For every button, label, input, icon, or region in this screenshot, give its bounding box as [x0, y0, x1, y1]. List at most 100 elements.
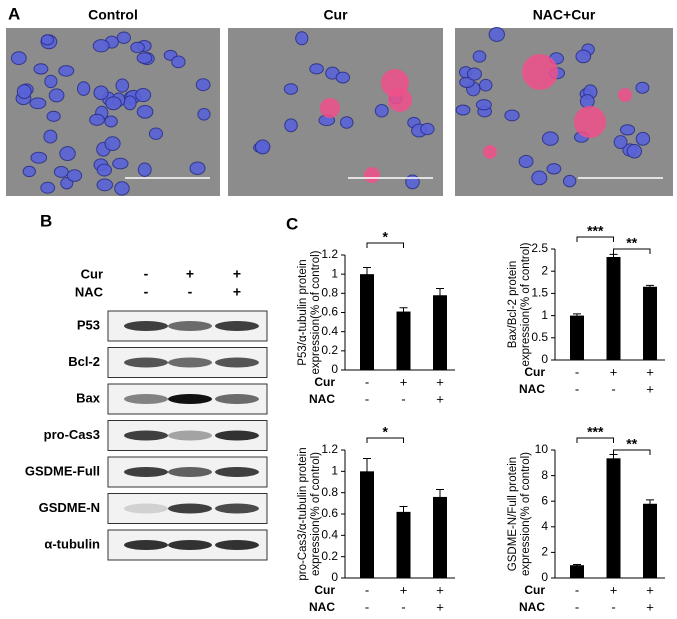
nucleus	[137, 162, 152, 177]
error-bar	[573, 313, 581, 318]
y-tick-label: 1	[331, 266, 338, 280]
y-axis-label: expression(% of control)	[310, 452, 322, 576]
nucleus	[46, 110, 61, 122]
blot-band	[168, 357, 212, 368]
band-label: Bax	[76, 390, 101, 405]
pink-cell	[618, 88, 632, 102]
nucleus	[104, 136, 121, 151]
y-tick-label: 4	[541, 519, 548, 533]
error-bar	[436, 288, 444, 302]
y-tick-label: 10	[535, 442, 549, 456]
nucleus	[114, 181, 130, 196]
nucleus	[579, 94, 595, 109]
nucleus	[53, 165, 69, 178]
nucleus	[136, 104, 154, 119]
micrograph	[6, 28, 220, 196]
treatment-sign: +	[186, 266, 194, 282]
blot-band	[215, 430, 259, 441]
treatment-sign: +	[646, 381, 654, 396]
y-tick-label: 0	[331, 362, 338, 376]
panel-label: C	[286, 214, 298, 233]
treatment-label: NAC	[519, 382, 545, 396]
blot-band	[168, 503, 212, 514]
nucleus	[43, 129, 58, 144]
nucleus	[562, 174, 577, 188]
error-bar	[573, 564, 581, 566]
significance-label: *	[383, 229, 389, 245]
image-title: Cur	[323, 7, 348, 23]
nucleus	[504, 109, 520, 122]
nucleus	[89, 113, 105, 126]
nucleus	[33, 63, 49, 75]
bar	[360, 471, 374, 578]
bar	[433, 496, 447, 578]
treatment-label: NAC	[309, 392, 335, 406]
nucleus	[93, 85, 109, 101]
panel-label: B	[40, 211, 52, 230]
y-tick-label: 1	[331, 464, 338, 478]
treatment-label: NAC	[309, 600, 335, 614]
nucleus	[619, 124, 636, 136]
nucleus	[10, 51, 27, 65]
nucleus	[488, 26, 505, 42]
y-axis-label: P53/α-tubulin protein	[297, 259, 309, 365]
treatment-sign: -	[401, 599, 405, 614]
panel-label: A	[8, 4, 20, 23]
nucleus	[92, 39, 110, 53]
nucleus	[405, 174, 420, 190]
treatment-sign: +	[400, 582, 408, 597]
nucleus	[546, 163, 562, 175]
nucleus	[58, 65, 75, 77]
pink-cell	[574, 106, 606, 138]
treatment-sign: +	[436, 582, 444, 597]
pink-cell	[320, 98, 340, 118]
band-label: pro-Cas3	[44, 427, 100, 442]
nucleus	[16, 84, 32, 100]
bar	[643, 503, 657, 578]
treatment-sign: -	[611, 599, 615, 614]
blot-band	[215, 394, 259, 404]
blot-band	[124, 540, 168, 550]
nucleus	[613, 135, 628, 150]
significance-label: **	[626, 235, 637, 251]
y-tick-label: 0.6	[321, 506, 338, 520]
treatment-sign: +	[610, 364, 618, 379]
nucleus	[635, 81, 650, 94]
nucleus	[195, 78, 211, 92]
treatment-label: Cur	[314, 375, 335, 389]
bar	[570, 565, 584, 578]
nucleus	[148, 127, 163, 140]
treatment-label: Cur	[524, 583, 545, 597]
nucleus	[541, 131, 559, 146]
nucleus	[374, 104, 389, 118]
y-tick-label: 8	[541, 468, 548, 482]
y-tick-label: 0.6	[321, 305, 338, 319]
treatment-sign: -	[188, 284, 193, 300]
treatment-sign: -	[611, 381, 615, 396]
blot-band	[168, 430, 212, 441]
error-bar	[363, 458, 371, 485]
y-tick-label: 2.5	[531, 241, 548, 255]
blot-band	[168, 394, 212, 404]
nucleus	[105, 96, 122, 111]
nucleus	[96, 178, 114, 192]
y-tick-label: 6	[541, 493, 548, 507]
blot-band	[168, 467, 212, 477]
error-bar	[646, 499, 654, 508]
y-axis-label: expression(% of control)	[310, 250, 322, 374]
nucleus	[130, 41, 145, 54]
y-tick-label: 0	[331, 570, 338, 584]
nucleus	[136, 52, 153, 64]
y-tick-label: 0	[541, 570, 548, 584]
nucleus	[339, 116, 354, 129]
nucleus	[475, 99, 492, 111]
band-label: Bcl-2	[68, 354, 100, 369]
significance-label: ***	[587, 424, 604, 440]
error-bar	[646, 284, 654, 289]
y-tick-label: 2	[541, 263, 548, 277]
nucleus	[455, 104, 471, 116]
treatment-sign: +	[233, 284, 241, 300]
y-tick-label: 0.2	[321, 549, 338, 563]
